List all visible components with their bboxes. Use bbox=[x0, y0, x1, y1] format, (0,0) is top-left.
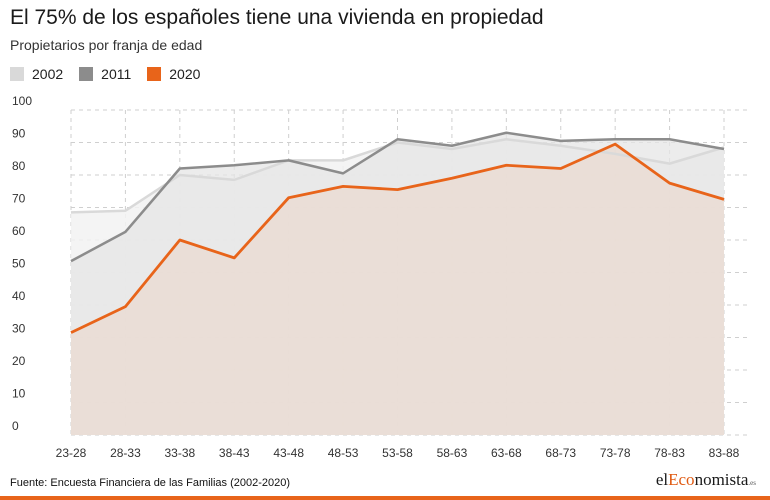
legend: 2002 2011 2020 bbox=[10, 66, 216, 82]
y-tick-label-50: 50 bbox=[12, 257, 26, 271]
x-tick-label-38-43: 38-43 bbox=[219, 446, 250, 460]
y-tick-label-10: 10 bbox=[12, 387, 26, 401]
y-tick-label-80: 80 bbox=[12, 159, 26, 173]
x-tick-label-58-63: 58-63 bbox=[437, 446, 468, 460]
y-tick-label-30: 30 bbox=[12, 322, 26, 336]
legend-item-2002: 2002 bbox=[10, 66, 63, 82]
legend-label-2020: 2020 bbox=[169, 66, 201, 82]
legend-item-2011: 2011 bbox=[79, 66, 131, 82]
bottom-accent-bar bbox=[0, 496, 770, 500]
chart-title: El 75% de los españoles tiene una vivien… bbox=[10, 6, 544, 29]
y-tick-label-40: 40 bbox=[12, 289, 26, 303]
y-tick-label-90: 90 bbox=[12, 127, 26, 141]
legend-swatch-2011 bbox=[79, 67, 94, 81]
y-tick-label-100: 100 bbox=[12, 94, 32, 108]
series-line-2002 bbox=[70, 138, 725, 214]
source-note: Fuente: Encuesta Financiera de las Famil… bbox=[10, 477, 291, 489]
x-tick-label-23-28: 23-28 bbox=[56, 446, 87, 460]
legend-label-2002: 2002 bbox=[32, 66, 64, 82]
y-tick-label-0: 0 bbox=[12, 419, 19, 433]
series-line-2011 bbox=[70, 131, 725, 263]
brand-suffix: nomista bbox=[694, 470, 749, 489]
brand-logo: elEconomista.es bbox=[656, 470, 756, 490]
brand-tld: .es bbox=[748, 479, 756, 487]
area-fill-2020 bbox=[71, 144, 724, 435]
x-tick-label-53-58: 53-58 bbox=[382, 446, 413, 460]
x-tick-label-68-73: 68-73 bbox=[545, 446, 576, 460]
y-tick-label-60: 60 bbox=[12, 224, 26, 238]
series-line-2020 bbox=[70, 142, 725, 334]
x-tick-label-33-38: 33-38 bbox=[164, 446, 195, 460]
y-tick-label-20: 20 bbox=[12, 354, 26, 368]
legend-swatch-2020 bbox=[147, 67, 162, 81]
x-tick-label-73-78: 73-78 bbox=[600, 446, 631, 460]
legend-label-2011: 2011 bbox=[101, 66, 132, 82]
x-tick-label-78-83: 78-83 bbox=[654, 446, 685, 460]
x-tick-label-28-33: 28-33 bbox=[110, 446, 141, 460]
legend-item-2020: 2020 bbox=[147, 66, 200, 82]
y-tick-label-70: 70 bbox=[12, 192, 26, 206]
x-tick-label-63-68: 63-68 bbox=[491, 446, 522, 460]
brand-accent: Eco bbox=[668, 470, 695, 489]
legend-swatch-2002 bbox=[10, 67, 24, 81]
chart-subtitle: Propietarios por franja de edad bbox=[10, 37, 203, 53]
brand-prefix: el bbox=[655, 470, 669, 489]
x-tick-label-83-88: 83-88 bbox=[709, 446, 740, 460]
x-tick-label-48-53: 48-53 bbox=[328, 446, 359, 460]
x-tick-label-43-48: 43-48 bbox=[273, 446, 304, 460]
